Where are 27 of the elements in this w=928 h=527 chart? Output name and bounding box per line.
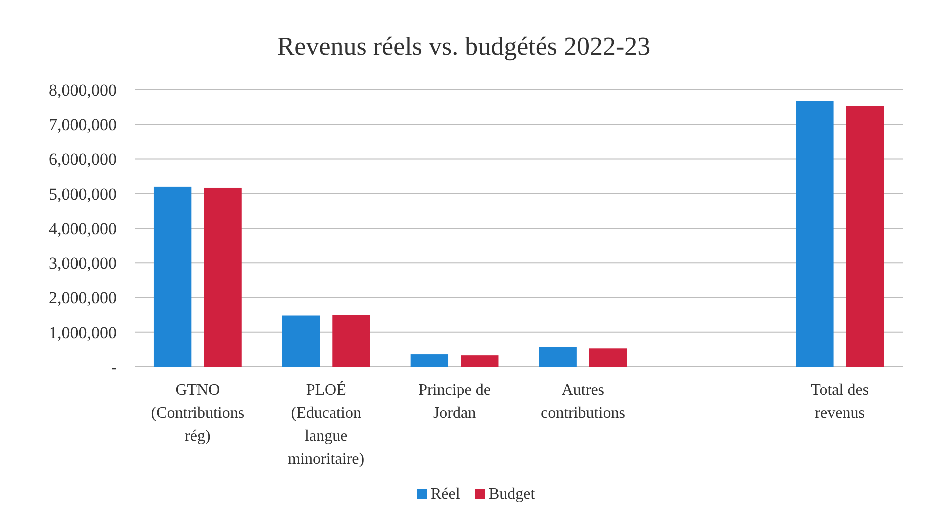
bar — [282, 316, 320, 367]
legend-label: Budget — [489, 486, 536, 503]
x-tick-label: Principe de Jordan — [418, 382, 491, 422]
y-tick-label: 4,000,000 — [49, 219, 117, 238]
bar — [461, 356, 499, 367]
x-tick-label: Total des revenus — [811, 382, 870, 422]
y-tick-label: 7,000,000 — [49, 116, 117, 135]
y-tick-label: 5,000,000 — [49, 184, 117, 204]
x-tick-label: Autres contributions — [540, 382, 626, 422]
bar — [332, 315, 370, 367]
bar — [539, 347, 577, 367]
y-tick-label: 2,000,000 — [49, 288, 117, 308]
bar — [846, 106, 884, 367]
legend-label: Réel — [431, 486, 461, 503]
chart-title: Revenus réels vs. budgétés 2022-23 — [277, 32, 651, 61]
y-tick-label: 3,000,000 — [49, 254, 117, 274]
y-tick-label: 1,000,000 — [49, 323, 117, 342]
bar — [589, 348, 628, 367]
bar — [204, 188, 242, 367]
y-tick-label: 8,000,000 — [49, 80, 117, 100]
bar — [154, 186, 192, 367]
x-tick-label: GTNO (Contributions rég) — [151, 382, 245, 445]
x-tick-label: PLOÉ (Education langue minoritaire) — [288, 381, 365, 468]
bar — [796, 101, 834, 367]
y-tick-label: - — [111, 358, 118, 377]
bar — [410, 354, 449, 367]
y-tick-label: 6,000,000 — [49, 150, 117, 170]
